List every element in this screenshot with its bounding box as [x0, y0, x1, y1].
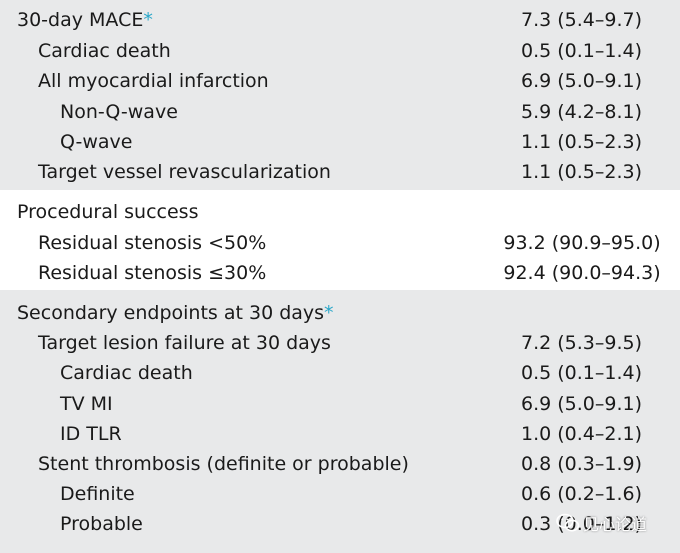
section-heading: Procedural success	[0, 197, 680, 227]
row-value: 92.4 (90.0–94.3)	[503, 262, 661, 284]
row-value: 6.9 (5.0–9.1)	[520, 70, 642, 92]
table-row: Definite 0.6 (0.2–1.6)	[0, 479, 680, 509]
section-band-secondary	[0, 290, 680, 553]
table-row: Target lesion failure at 30 days 7.2 (5.…	[0, 328, 680, 358]
row-label: Definite	[60, 483, 135, 505]
table-row: All myocardial infarction 6.9 (5.0–9.1)	[0, 66, 680, 96]
table-row: Cardiac death 0.5 (0.1–1.4)	[0, 36, 680, 66]
row-label: Q-wave	[60, 131, 133, 153]
row-label: Residual stenosis ≤30%	[38, 262, 267, 284]
row-label: TV MI	[60, 393, 113, 415]
table-row: ID TLR 1.0 (0.4–2.1)	[0, 419, 680, 449]
row-label: Stent thrombosis (definite or probable)	[38, 453, 409, 475]
row-value: 1.0 (0.4–2.1)	[520, 423, 642, 445]
section-heading: Secondary endpoints at 30 days*	[0, 298, 680, 328]
row-value: 1.1 (0.5–2.3)	[520, 131, 642, 153]
table-row: Cardiac death 0.5 (0.1–1.4)	[0, 358, 680, 388]
row-label: Cardiac death	[60, 362, 193, 384]
table-row: Probable 0.3 (0.0–1.2)	[0, 509, 680, 539]
table-row: Stent thrombosis (definite or probable) …	[0, 449, 680, 479]
row-label: Probable	[60, 513, 143, 535]
row-label: 30-day MACE*	[17, 9, 153, 31]
row-value: 1.1 (0.5–2.3)	[520, 161, 642, 183]
row-label: Target vessel revascularization	[38, 161, 331, 183]
row-label: Cardiac death	[38, 40, 171, 62]
table-row: Residual stenosis ≤30% 92.4 (90.0–94.3)	[0, 258, 680, 288]
row-value: 5.9 (4.2–8.1)	[520, 101, 642, 123]
table-row: Non-Q-wave 5.9 (4.2–8.1)	[0, 97, 680, 127]
row-value: 6.9 (5.0–9.1)	[520, 393, 642, 415]
watermark: 见心论道	[556, 511, 647, 535]
section-heading-label: Procedural success	[17, 201, 199, 223]
section-band-mace	[0, 0, 680, 190]
row-value: 7.2 (5.3–9.5)	[520, 332, 642, 354]
watermark-text: 见心论道	[583, 515, 648, 534]
table-row: TV MI 6.9 (5.0–9.1)	[0, 389, 680, 419]
section-heading-label: Secondary endpoints at 30 days*	[17, 302, 334, 324]
row-label: Non-Q-wave	[60, 101, 178, 123]
row-label: All myocardial infarction	[38, 70, 269, 92]
row-value: 0.5 (0.1–1.4)	[520, 40, 642, 62]
table-row: Target vessel revascularization 1.1 (0.5…	[0, 157, 680, 187]
table-row: Residual stenosis <50% 93.2 (90.9–95.0)	[0, 228, 680, 258]
wechat-logo-icon	[556, 513, 580, 532]
row-label: ID TLR	[60, 423, 122, 445]
row-value: 0.3 (0.0–1.2)	[520, 513, 642, 535]
table-row: 30-day MACE* 7.3 (5.4–9.7)	[0, 5, 680, 35]
row-label: Target lesion failure at 30 days	[38, 332, 331, 354]
table-row: Q-wave 1.1 (0.5–2.3)	[0, 127, 680, 157]
row-value: 7.3 (5.4–9.7)	[520, 9, 642, 31]
row-value: 93.2 (90.9–95.0)	[503, 232, 661, 254]
row-value: 0.8 (0.3–1.9)	[520, 453, 642, 475]
row-value: 0.5 (0.1–1.4)	[520, 362, 642, 384]
row-value: 0.6 (0.2–1.6)	[520, 483, 642, 505]
row-label: Residual stenosis <50%	[38, 232, 267, 254]
